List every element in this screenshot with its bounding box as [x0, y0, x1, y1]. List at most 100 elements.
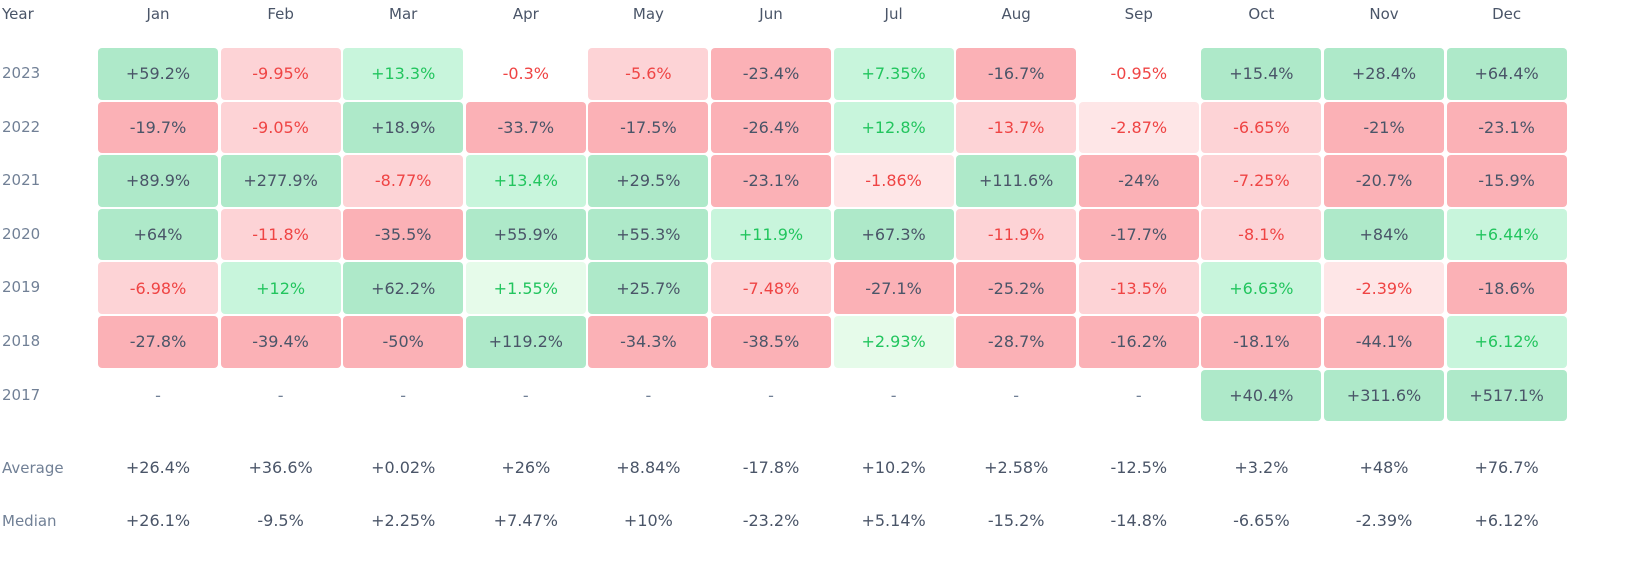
summary-average-sep: -12.5% — [1110, 458, 1168, 477]
summary-label-median: Median — [2, 512, 57, 530]
return-cell-2023-may: -5.6% — [588, 48, 709, 100]
return-cell-2020-dec: +6.44% — [1446, 208, 1567, 261]
return-cell-2018-apr: +119.2% — [465, 316, 586, 368]
year-column-header: Year — [2, 5, 34, 23]
month-header-oct: Oct — [1248, 5, 1275, 23]
month-header-may: May — [632, 5, 664, 23]
return-cell-2021-aug: +111.6% — [956, 155, 1077, 207]
return-cell-2022-mar: +18.9% — [343, 101, 464, 154]
return-cell-2021-jun: -23.1% — [711, 155, 831, 207]
return-cell-2023-jun: -23.4% — [711, 48, 831, 100]
month-header-nov: Nov — [1369, 5, 1399, 23]
summary-average-oct: +3.2% — [1234, 458, 1289, 477]
return-cell-2020-nov: +84% — [1324, 208, 1444, 261]
return-cell-2022-nov: -21% — [1324, 101, 1444, 154]
return-cell-2019-may: +25.7% — [588, 262, 709, 314]
return-cell-2020-sep: -17.7% — [1078, 208, 1199, 261]
return-cell-2017-nov: +311.6% — [1324, 369, 1444, 422]
return-cell-2017-jul: - — [890, 385, 897, 405]
summary-median-jun: -23.2% — [742, 511, 800, 530]
return-cell-2018-nov: -44.1% — [1324, 316, 1444, 368]
summary-median-dec: +6.12% — [1474, 511, 1539, 530]
summary-median-nov: -2.39% — [1355, 511, 1413, 530]
return-cell-2019-aug: -25.2% — [956, 262, 1077, 314]
return-cell-2017-may: - — [645, 385, 652, 405]
summary-average-jan: +26.4% — [125, 458, 191, 477]
summary-average-mar: +0.02% — [371, 458, 436, 477]
return-cell-2017-mar: - — [400, 385, 407, 405]
return-cell-2022-oct: -6.65% — [1201, 101, 1322, 154]
return-cell-2018-may: -34.3% — [588, 316, 709, 368]
summary-average-apr: +26% — [501, 458, 551, 477]
return-cell-2019-dec: -18.6% — [1446, 262, 1567, 314]
return-cell-2017-dec: +517.1% — [1446, 369, 1567, 422]
return-cell-2019-jan: -6.98% — [98, 262, 218, 314]
return-cell-2020-aug: -11.9% — [956, 208, 1077, 261]
return-cell-2021-nov: -20.7% — [1324, 155, 1444, 207]
return-cell-2018-jun: -38.5% — [711, 316, 831, 368]
return-cell-2020-apr: +55.9% — [465, 208, 586, 261]
return-cell-2022-feb: -9.05% — [220, 101, 341, 154]
return-cell-2018-jan: -27.8% — [98, 316, 218, 368]
return-cell-2018-sep: -16.2% — [1078, 316, 1199, 368]
return-cell-2022-jun: -26.4% — [711, 101, 831, 154]
summary-median-oct: -6.65% — [1233, 511, 1290, 530]
summary-label-average: Average — [2, 459, 64, 477]
return-cell-2023-oct: +15.4% — [1201, 48, 1322, 100]
summary-median-jul: +5.14% — [861, 511, 926, 530]
return-cell-2022-aug: -13.7% — [956, 101, 1077, 154]
return-cell-2017-sep: - — [1135, 385, 1142, 405]
summary-average-dec: +76.7% — [1474, 458, 1539, 477]
return-cell-2019-mar: +62.2% — [343, 262, 464, 314]
summary-median-may: +10% — [623, 511, 673, 530]
year-label-2023: 2023 — [2, 64, 41, 82]
month-header-aug: Aug — [1001, 5, 1031, 23]
return-cell-2021-apr: +13.4% — [465, 155, 586, 207]
return-cell-2023-apr: -0.3% — [502, 64, 549, 84]
return-cell-2019-jun: -7.48% — [711, 262, 831, 314]
return-cell-2019-nov: -2.39% — [1324, 262, 1444, 314]
year-label-2021: 2021 — [2, 171, 41, 190]
summary-median-mar: +2.25% — [371, 511, 436, 530]
return-cell-2023-nov: +28.4% — [1324, 48, 1444, 100]
month-header-jan: Jan — [146, 5, 170, 23]
return-cell-2020-jul: +67.3% — [833, 208, 954, 261]
year-label-2018: 2018 — [2, 332, 41, 350]
return-cell-2020-mar: -35.5% — [343, 208, 464, 261]
return-cell-2021-mar: -8.77% — [343, 155, 464, 207]
summary-median-feb: -9.5% — [257, 511, 304, 530]
summary-median-apr: +7.47% — [493, 511, 558, 530]
return-cell-2022-sep: -2.87% — [1078, 101, 1199, 154]
return-cell-2017-oct: +40.4% — [1201, 369, 1322, 422]
return-cell-2021-sep: -24% — [1078, 155, 1199, 207]
return-cell-2019-oct: +6.63% — [1201, 262, 1322, 314]
return-cell-2017-apr: - — [522, 385, 529, 405]
return-cell-2021-may: +29.5% — [588, 155, 709, 207]
return-cell-2020-may: +55.3% — [588, 208, 709, 261]
return-cell-2017-aug: - — [1013, 385, 1020, 405]
return-cell-2022-jan: -19.7% — [98, 101, 218, 154]
year-label-2017: 2017 — [2, 385, 41, 404]
return-cell-2021-jan: +89.9% — [98, 155, 218, 207]
return-cell-2019-sep: -13.5% — [1078, 262, 1199, 314]
summary-average-feb: +36.6% — [248, 458, 313, 477]
summary-average-nov: +48% — [1359, 458, 1409, 477]
return-cell-2020-oct: -8.1% — [1201, 208, 1322, 261]
return-cell-2021-jul: -1.86% — [833, 155, 954, 207]
summary-average-aug: +2.58% — [984, 458, 1049, 477]
return-cell-2018-feb: -39.4% — [220, 316, 341, 368]
summary-median-jan: +26.1% — [125, 511, 191, 530]
month-header-dec: Dec — [1492, 5, 1522, 23]
year-label-2020: 2020 — [2, 224, 41, 243]
return-cell-2019-jul: -27.1% — [833, 262, 954, 314]
return-cell-2020-feb: -11.8% — [220, 208, 341, 261]
return-cell-2020-jan: +64% — [98, 208, 218, 261]
return-cell-2019-apr: +1.55% — [465, 262, 586, 314]
return-cell-2017-jun: - — [768, 385, 774, 405]
summary-median-aug: -15.2% — [987, 511, 1045, 530]
summary-average-jul: +10.2% — [861, 458, 926, 477]
return-cell-2017-feb: - — [277, 385, 284, 405]
return-cell-2018-dec: +6.12% — [1446, 316, 1567, 368]
return-cell-2022-apr: -33.7% — [465, 101, 586, 154]
return-cell-2023-mar: +13.3% — [343, 48, 464, 100]
